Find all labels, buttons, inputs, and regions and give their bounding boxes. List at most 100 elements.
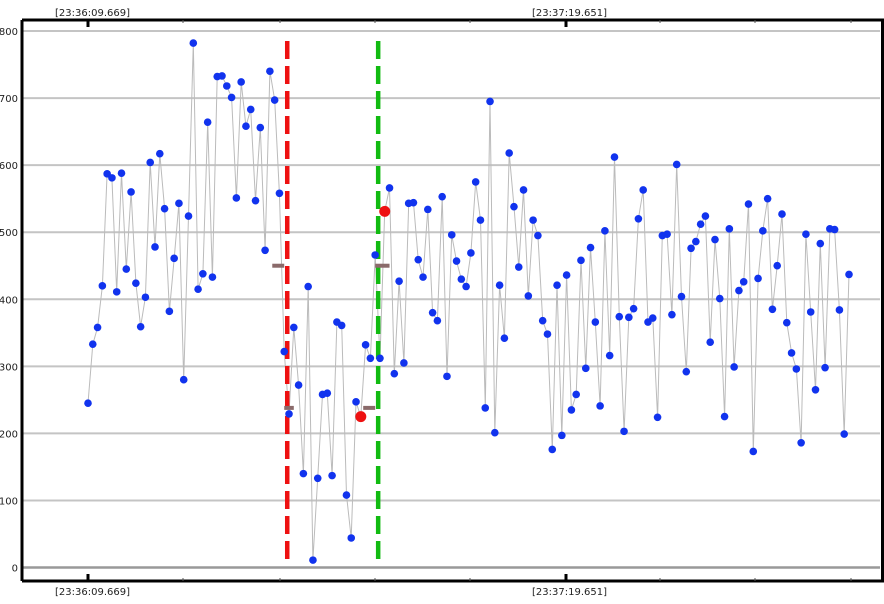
data-point [538,316,547,325]
data-point [715,294,724,303]
data-point [706,338,715,346]
data-point [567,406,576,414]
data-point [155,149,164,158]
data-point [620,427,628,436]
data-point [577,256,585,265]
data-point [347,534,356,542]
data-point [170,254,178,263]
data-point [692,237,700,246]
y-tick-label: 600 [0,161,18,172]
data-point [634,214,643,223]
data-point [596,402,604,410]
data-point [601,227,609,235]
data-point [481,404,490,412]
data-point [242,122,250,131]
data-point [648,314,657,322]
data-point [146,158,155,167]
data-point [749,447,758,456]
data-point [739,278,748,286]
data-point [352,398,360,406]
highlighted-points [355,205,391,423]
y-tick-labels: 0 100 200 300 400 500 600 700 800 [0,27,18,575]
gridlines [22,30,880,569]
data-point [505,149,513,157]
data-point [558,431,566,440]
data-point [821,363,829,372]
data-point [409,198,418,207]
data-point [337,321,346,330]
time-label-top-left: [23:36:09.669] [55,8,130,19]
step-marks [272,263,390,410]
data-point [754,274,762,283]
data-point [581,364,590,373]
data-point [424,205,432,214]
vertical-markers [284,41,381,565]
y-tick-label: 500 [0,228,18,239]
data-point [237,78,245,86]
data-point [610,153,619,161]
data-point [270,96,279,104]
data-point [127,188,135,196]
time-label-bottom-left: [23:36:09.669] [55,587,130,598]
data-point [452,257,461,265]
data-point [179,375,188,384]
highlighted-point [355,411,367,423]
time-label-bottom-mid: [23:37:19.651] [532,587,607,598]
data-point [591,318,600,326]
data-point [543,330,552,338]
data-point [98,282,107,290]
data-point [763,194,772,203]
data-point [500,334,509,342]
data-point [605,351,614,360]
y-tick-label: 400 [0,295,18,306]
data-point [730,363,738,371]
data-point [132,279,140,287]
data-point [160,204,169,213]
data-point [471,178,480,186]
plot-frame [20,18,884,583]
data-point [845,270,853,279]
data-point [514,263,523,271]
data-point [222,82,231,90]
data-point [447,231,456,239]
data-point [467,249,475,257]
data-point [687,244,695,253]
data-point [778,210,786,218]
data-point [313,474,322,483]
data-point [290,323,298,332]
data-point [663,230,671,238]
data-point [304,282,312,291]
data-point [792,365,801,373]
data-point [759,227,767,235]
data-point [414,255,423,264]
data-point [400,359,408,367]
data-point [443,372,451,381]
data-point [299,469,308,478]
data-point [261,246,269,255]
x-ticks [86,20,852,581]
data-point [108,174,116,182]
data-point [385,184,394,192]
data-point [553,281,561,289]
data-point [816,239,825,248]
data-point [711,235,719,244]
data-point [275,189,284,198]
data-point [376,354,384,363]
data-point [773,261,782,270]
data-points [84,39,853,564]
data-point [562,271,571,279]
data-point [534,231,542,240]
y-tick-label: 200 [0,429,18,440]
data-point [165,307,174,316]
data-point [151,243,159,251]
data-point [285,410,293,418]
data-point [768,305,777,314]
data-point [438,192,446,201]
data-point [361,341,370,349]
data-point [84,399,92,407]
data-point [840,430,849,438]
data-point [433,316,442,325]
data-point [835,306,844,314]
data-point [476,216,485,224]
